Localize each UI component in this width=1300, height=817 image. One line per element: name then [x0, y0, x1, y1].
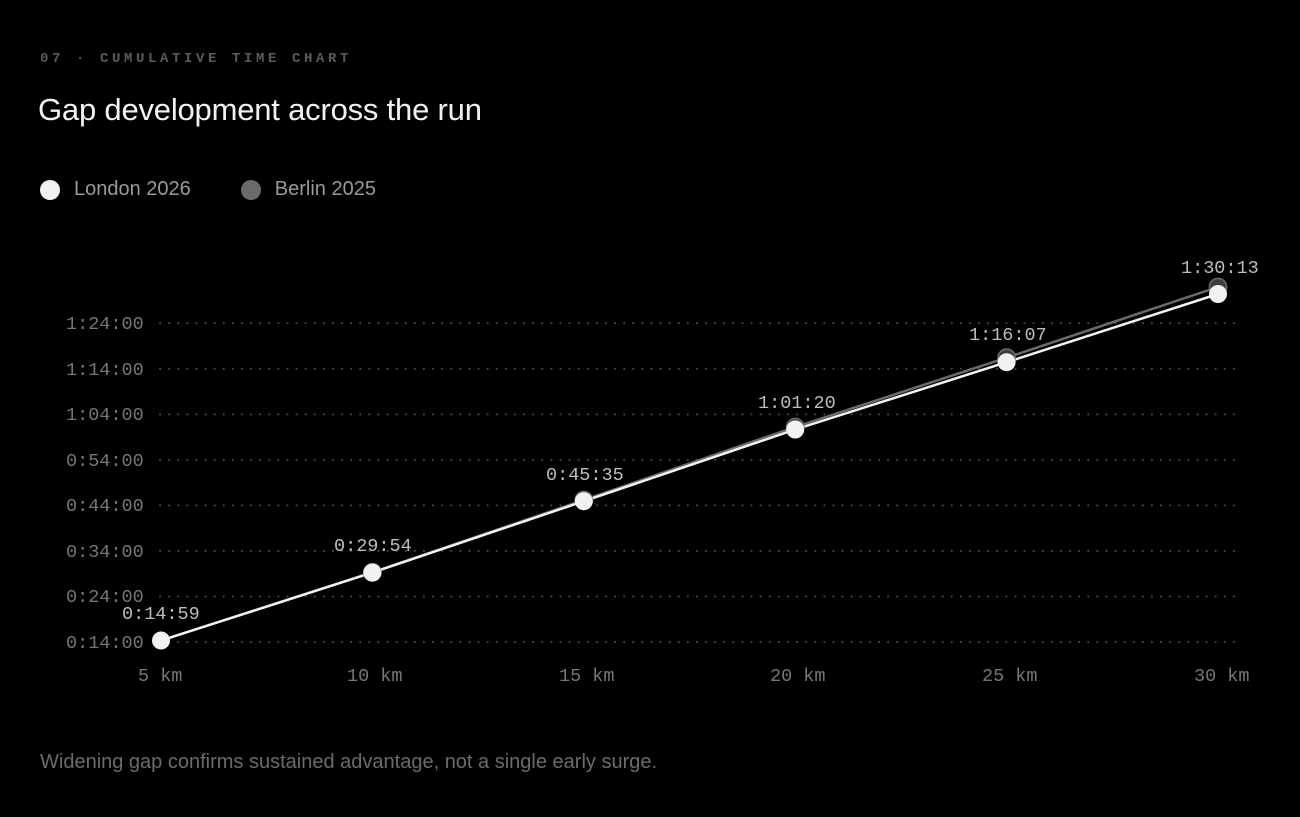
- svg-text:0:34:00: 0:34:00: [66, 542, 144, 563]
- svg-text:1:14:00: 1:14:00: [66, 360, 144, 381]
- svg-text:1:01:20: 1:01:20: [758, 393, 836, 414]
- svg-text:15 km: 15 km: [559, 666, 615, 687]
- svg-text:0:14:59: 0:14:59: [122, 604, 200, 625]
- svg-text:0:29:54: 0:29:54: [334, 536, 412, 557]
- svg-text:1:24:00: 1:24:00: [66, 314, 144, 335]
- svg-text:1:16:07: 1:16:07: [969, 325, 1047, 346]
- svg-text:0:45:35: 0:45:35: [546, 465, 624, 486]
- svg-text:10 km: 10 km: [347, 666, 403, 687]
- svg-text:0:54:00: 0:54:00: [66, 451, 144, 472]
- svg-text:0:44:00: 0:44:00: [66, 496, 144, 517]
- svg-text:20 km: 20 km: [770, 666, 826, 687]
- svg-text:0:14:00: 0:14:00: [66, 633, 144, 654]
- svg-text:1:04:00: 1:04:00: [66, 405, 144, 426]
- svg-text:5 km: 5 km: [138, 666, 182, 687]
- svg-text:25 km: 25 km: [982, 666, 1038, 687]
- svg-text:1:30:13: 1:30:13: [1181, 258, 1259, 279]
- svg-text:30 km: 30 km: [1194, 666, 1250, 687]
